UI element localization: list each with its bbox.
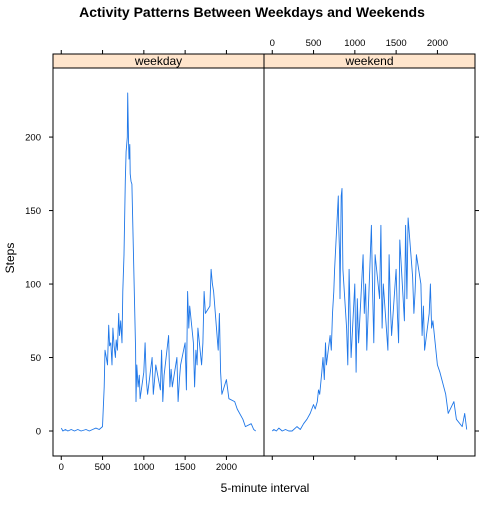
x-tick-label: 2000 <box>427 38 448 49</box>
panels: weekday 0 500 1000 1500 2000 0 50 100 150 200 weeke… <box>25 38 479 473</box>
x-tick-label: 500 <box>306 38 322 49</box>
panel-weekday: weekday 0 500 1000 1500 2000 0 50 100 150 200 <box>25 50 265 473</box>
y-tick-label: 0 <box>36 427 41 438</box>
x-tick-label: 1500 <box>175 462 196 473</box>
y-tick-label: 100 <box>25 280 41 291</box>
panel-weekend: weekend 0 500 1000 1500 2000 <box>263 38 479 460</box>
y-tick-label: 50 <box>30 353 41 364</box>
x-tick-label: 500 <box>95 462 111 473</box>
x-tick-label: 1500 <box>386 38 407 49</box>
chart-title: Activity Patterns Between Weekdays and W… <box>79 4 425 20</box>
x-tick-label: 1000 <box>344 38 365 49</box>
panel-frame <box>52 67 265 457</box>
series-line <box>60 92 256 432</box>
strip-label: weekend <box>344 54 393 68</box>
series-line <box>271 188 468 432</box>
y-tick-label: 150 <box>25 206 41 217</box>
x-axis-label: 5-minute interval <box>221 481 310 495</box>
x-tick-label: 1000 <box>133 462 154 473</box>
x-tick-label: 2000 <box>216 462 237 473</box>
panel-frame <box>263 67 476 457</box>
x-tick-label: 0 <box>59 462 64 473</box>
y-axis-label: Steps <box>3 243 17 274</box>
y-tick-label: 200 <box>25 133 41 144</box>
x-tick-label: 0 <box>270 38 275 49</box>
strip-label: weekday <box>134 54 182 68</box>
